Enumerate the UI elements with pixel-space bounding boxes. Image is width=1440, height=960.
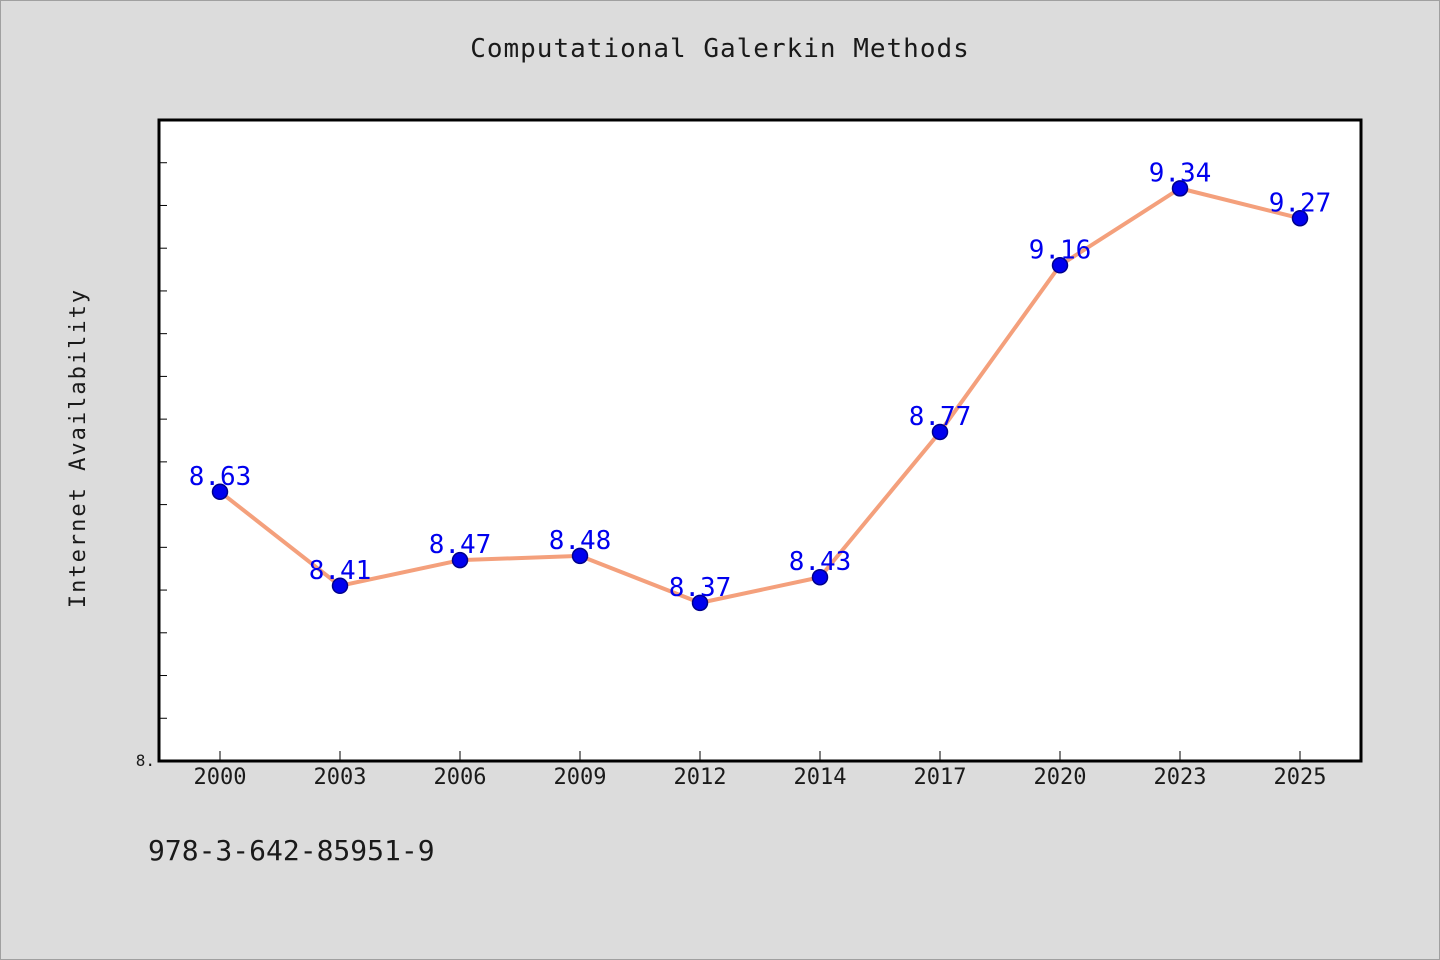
y-tick-label: 8. <box>136 751 155 770</box>
data-label: 8.43 <box>789 547 852 577</box>
x-tick-label: 2023 <box>1154 765 1207 790</box>
data-label: 9.16 <box>1029 235 1092 265</box>
x-axis-ticks: 2000 2003 2006 2009 2012 2014 2017 2020 2023 2025 <box>194 751 1327 790</box>
x-tick-label: 2017 <box>914 765 967 790</box>
x-tick-label: 2003 <box>314 765 367 790</box>
data-point <box>1051 257 1069 274</box>
data-point <box>931 423 949 441</box>
chart-title: Computational Galerkin Methods <box>470 34 970 64</box>
plot-area <box>157 118 1363 763</box>
data-point <box>811 568 829 586</box>
x-tick-label: 2014 <box>794 765 847 790</box>
data-point <box>451 551 469 569</box>
data-label: 8.47 <box>429 530 492 560</box>
series-layer: 8.63 8.41 8.47 8.48 8.37 8.43 8.77 9.16 9.34 9.27 <box>189 158 1332 612</box>
data-label: 9.34 <box>1149 158 1212 188</box>
data-label: 8.48 <box>549 526 612 556</box>
data-point <box>1171 180 1189 197</box>
data-label: 8.63 <box>189 462 252 492</box>
data-point <box>691 594 709 612</box>
data-point <box>331 577 349 595</box>
data-label: 8.77 <box>909 402 972 432</box>
data-point <box>1291 210 1309 227</box>
x-tick-label: 2012 <box>674 765 727 790</box>
x-tick-label: 2006 <box>434 765 487 790</box>
y-axis-ticks: 8. <box>136 162 167 770</box>
data-label: 9.27 <box>1269 188 1332 218</box>
data-point <box>571 547 589 565</box>
x-tick-label: 2009 <box>554 765 607 790</box>
x-tick-label: 2000 <box>194 765 247 790</box>
data-label: 8.37 <box>669 573 732 603</box>
data-point <box>211 483 229 501</box>
series-line <box>218 186 1302 605</box>
isbn-code: 978-3-642-85951-9 <box>148 834 435 867</box>
y-axis-title: Internet Availability <box>66 288 91 608</box>
x-tick-label: 2025 <box>1274 765 1327 790</box>
x-tick-label: 2020 <box>1034 765 1087 790</box>
data-label: 8.41 <box>309 556 372 586</box>
